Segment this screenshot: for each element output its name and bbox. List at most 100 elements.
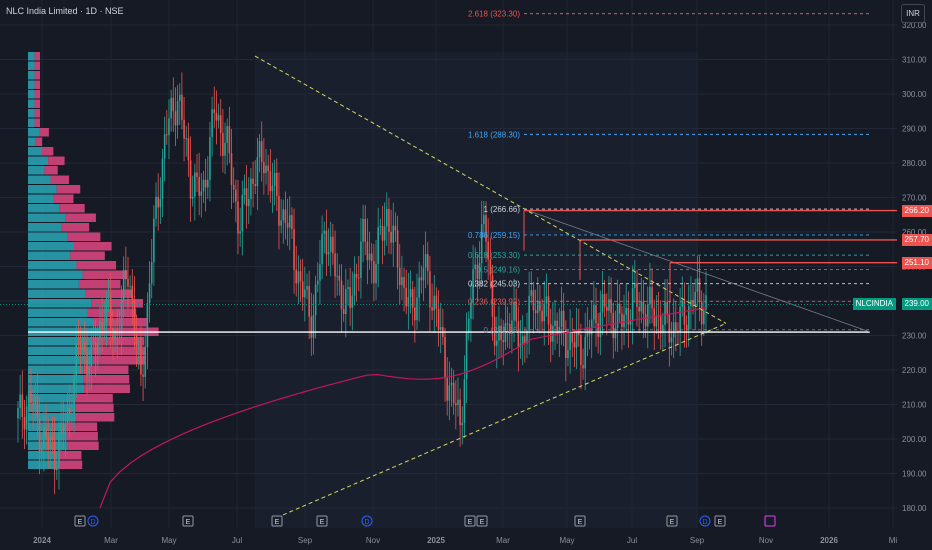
candle-body: [532, 290, 535, 311]
candle-body: [334, 253, 336, 277]
candle-body: [129, 286, 131, 288]
candle-body: [215, 112, 218, 121]
vp-bar-down: [92, 356, 146, 365]
candle-body: [552, 325, 554, 342]
candle-body: [247, 198, 250, 207]
candle-body: [237, 201, 239, 234]
candle-body: [670, 337, 673, 343]
y-tick-label: 320.00: [902, 21, 927, 30]
candle-body: [36, 396, 39, 419]
vp-bar-down: [34, 99, 40, 108]
y-tick-label: 310.00: [902, 56, 927, 65]
candle-body: [360, 241, 362, 278]
candle-body: [590, 319, 593, 335]
candle-body: [336, 275, 338, 277]
fib-connector-line: [523, 208, 871, 333]
vp-bar-up: [28, 337, 92, 346]
candle-body: [295, 269, 298, 284]
candle-body: [347, 287, 349, 290]
y-tick-label: 290.00: [902, 125, 927, 134]
candle-body: [144, 347, 147, 377]
vp-bar-up: [28, 432, 67, 441]
candle-body: [60, 422, 62, 434]
candle-body: [122, 269, 125, 300]
candle-body: [573, 342, 576, 348]
candle-body: [269, 171, 272, 192]
candle-body: [40, 447, 43, 452]
candle-body: [79, 345, 82, 350]
fib-zone: [255, 52, 698, 528]
candle-body: [513, 301, 515, 321]
candle-body: [506, 323, 509, 325]
earnings-marker: [74, 515, 86, 527]
candle-body: [640, 301, 643, 312]
candle-body: [172, 97, 175, 112]
vp-bar-down: [35, 137, 43, 146]
candle-body: [224, 142, 226, 156]
candle-body: [86, 352, 88, 376]
vp-bar-up: [28, 213, 66, 222]
candle-body: [642, 301, 645, 315]
candle-body: [556, 320, 558, 335]
candle-body: [476, 264, 479, 280]
candle-body: [267, 165, 269, 172]
candle-body: [528, 295, 530, 331]
candle-body: [616, 303, 619, 328]
vp-bar-down: [34, 109, 40, 118]
candle-body: [120, 299, 123, 333]
candle-body: [485, 215, 487, 242]
earnings-marker: [182, 515, 194, 527]
candle-body: [644, 314, 647, 327]
candle-body: [577, 330, 580, 335]
vp-bar-up: [28, 61, 35, 70]
vp-bar-down: [78, 280, 121, 289]
vp-bar-up: [28, 299, 92, 308]
candle-body: [539, 300, 541, 311]
candle-body: [457, 399, 459, 406]
vp-bar-up: [28, 71, 35, 80]
candle-body: [383, 226, 386, 241]
candle-body: [493, 316, 496, 346]
y-tick-label: 210.00: [902, 401, 927, 410]
candle-body: [47, 437, 49, 449]
vp-bar-down: [44, 166, 58, 175]
candle-body: [571, 332, 574, 343]
candle-body: [452, 382, 455, 404]
candle-body: [260, 141, 263, 163]
candle-body: [88, 366, 90, 376]
candle-body: [51, 436, 54, 441]
fib-level-label: 0.786 (259.15): [468, 231, 520, 240]
candle-body: [250, 178, 252, 199]
candle-body: [291, 215, 293, 230]
candle-body: [27, 391, 30, 407]
candle-body: [114, 330, 116, 340]
candle-body: [96, 338, 99, 354]
candle-body: [662, 324, 664, 334]
x-tick-label: Jul: [232, 536, 242, 545]
fib-level-label: 1.618 (288.30): [468, 130, 520, 139]
candle-body: [629, 320, 632, 325]
candle-body: [137, 345, 140, 348]
y-tick-label: 280.00: [902, 159, 927, 168]
candle-body: [235, 189, 237, 202]
currency-button[interactable]: INR: [901, 4, 925, 23]
candle-body: [23, 416, 26, 430]
x-axis[interactable]: 2024 Mar May Jul Sep Nov 2025 Mar May Jul Sep Nov 20…: [0, 528, 932, 550]
vp-bar-down: [74, 394, 113, 403]
candle-body: [325, 230, 328, 255]
candle-body: [198, 176, 200, 196]
candle-body: [213, 109, 216, 113]
vp-bar-down: [34, 80, 40, 89]
x-tick-label: May: [559, 536, 574, 545]
fib-level-label: 1 (266.66): [484, 205, 521, 214]
candle-body: [612, 312, 615, 339]
fib-level-label: 0.382 (245.03): [468, 280, 520, 289]
candle-body: [142, 374, 144, 377]
candle-body: [362, 218, 364, 242]
candle-body: [659, 315, 662, 334]
candle-body: [515, 301, 518, 322]
candle-body: [140, 345, 142, 375]
resistance-label-251: 251.10: [901, 256, 932, 269]
candle-body: [646, 304, 649, 327]
